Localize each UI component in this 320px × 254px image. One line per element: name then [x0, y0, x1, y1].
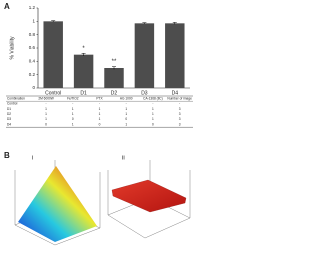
- table-cell: 1: [99, 117, 101, 121]
- table-cell: 1: [72, 112, 74, 116]
- table-header: AG 1000: [120, 96, 133, 100]
- table-cell: 0: [99, 122, 101, 126]
- table-cell: -: [179, 102, 180, 106]
- table-cell: 1: [125, 107, 127, 111]
- table-cell: -: [46, 102, 47, 106]
- y-tick-label: 0.4: [29, 59, 36, 64]
- y-axis-label: % Viability: [9, 36, 15, 59]
- table-cell: 1: [125, 112, 127, 116]
- bar: [134, 23, 155, 88]
- table-header: Number of image: [167, 96, 192, 100]
- table-cell: 1: [45, 107, 47, 111]
- table-cell: 1: [125, 122, 127, 126]
- table-cell: 1: [152, 112, 154, 116]
- y-tick-label: 0.6: [29, 45, 36, 50]
- y-tick-label: 1: [32, 19, 35, 24]
- table-cell: 3: [179, 112, 181, 116]
- table-cell: 1: [72, 122, 74, 126]
- significance-label: **: [112, 59, 117, 65]
- table-cell: -: [152, 102, 153, 106]
- x-tick-label: D4: [172, 90, 179, 96]
- table-cell: 1: [99, 107, 101, 111]
- table-cell: 0: [72, 117, 74, 121]
- table-cell: 3: [179, 122, 181, 126]
- panel-label: B: [4, 151, 10, 160]
- bar: [73, 54, 94, 88]
- bar: [165, 23, 185, 88]
- x-tick-label: D1: [80, 90, 87, 96]
- subpanel-label: i: [32, 156, 33, 162]
- surface-plot-i: [14, 160, 101, 246]
- table-cell: -: [126, 102, 127, 106]
- bar: [104, 68, 124, 88]
- panel-label: A: [4, 2, 10, 11]
- x-tick-label: D3: [141, 90, 148, 96]
- table-cell: 3: [179, 117, 181, 121]
- table-cell: 0: [125, 117, 127, 121]
- table-header: 2M 6000W: [38, 96, 53, 100]
- table-cell: -: [99, 102, 100, 106]
- table-cell: D4: [7, 122, 11, 126]
- significance-label: *: [82, 46, 85, 52]
- table-cell: 1: [45, 117, 47, 121]
- table-cell: D1: [7, 107, 11, 111]
- subpanel-label: ii: [122, 156, 125, 162]
- y-tick-label: 1.2: [29, 5, 36, 10]
- table-cell: 1: [99, 112, 101, 116]
- table-cell: -: [72, 102, 73, 106]
- table-header: Fe/TiO2: [67, 96, 79, 100]
- bar: [43, 21, 63, 88]
- y-tick-label: 0: [32, 85, 35, 90]
- x-tick-label: Control: [45, 90, 61, 96]
- table-cell: D3: [7, 117, 11, 121]
- table-cell: 0: [45, 122, 47, 126]
- table-cell: Control: [7, 102, 18, 106]
- table-cell: 1: [72, 107, 74, 111]
- figure: A % Viability Combination 2M 6000W Fe/TiO2…: [4, 2, 193, 246]
- table: Combination 2M 6000W Fe/TiO2 PTX AG 1000 CA-1…: [6, 95, 193, 128]
- table-header: Combination: [7, 96, 25, 100]
- table-cell: 1: [152, 107, 154, 111]
- table-cell: D2: [7, 112, 11, 116]
- table-cell: 3: [179, 107, 181, 111]
- surface-plot-ii: [107, 160, 191, 239]
- x-tick-label: D2: [111, 90, 118, 96]
- y-tick-label: 0.2: [29, 72, 36, 77]
- table-cell: 1: [152, 117, 154, 121]
- table-header: PTX: [96, 96, 103, 100]
- table-cell: 1: [45, 112, 47, 116]
- y-tick-label: 0.8: [29, 32, 36, 37]
- table-header: CA-1368 (tlC): [143, 96, 163, 100]
- table-cell: 0: [152, 122, 154, 126]
